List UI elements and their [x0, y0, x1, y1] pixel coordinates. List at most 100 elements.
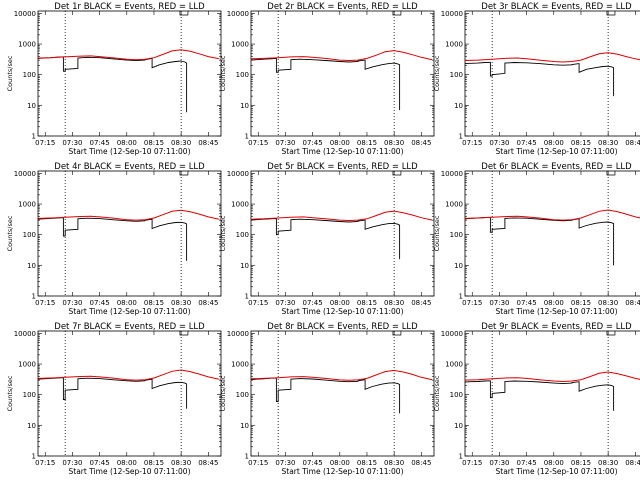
x-tick-label: 08:45: [625, 459, 640, 467]
saa-marker: [606, 331, 616, 336]
y-tick-label: 1000: [18, 361, 36, 369]
y-tick-label: 1: [245, 453, 249, 461]
saa-marker: [606, 11, 616, 16]
y-tick-label: 10000: [441, 170, 463, 178]
plot-frame: [464, 170, 640, 297]
x-tick-label: 07:45: [90, 459, 110, 467]
lld-series-line: [464, 52, 640, 63]
x-tick-label: 08:15: [357, 299, 377, 307]
x-tick-label: 07:15: [462, 139, 482, 147]
y-tick-label: 1000: [445, 201, 463, 209]
y-tick-label: 1: [245, 293, 249, 301]
panel-det-6: Det 6r BLACK = Events, RED = LLD 1 10 100 10…: [433, 162, 640, 316]
y-axis-label: Counts/sec: [433, 375, 441, 411]
panel-det-3: Det 3r BLACK = Events, RED = LLD 1 10 100 10…: [433, 2, 640, 156]
x-tick-label: 07:30: [62, 139, 82, 147]
panel-title: Det 2r BLACK = Events, RED = LLD: [267, 2, 418, 12]
x-tick-label: 08:30: [384, 139, 404, 147]
x-tick-label: 08:15: [571, 139, 591, 147]
y-tick-label: 1000: [445, 361, 463, 369]
panel-det-4: Det 4r BLACK = Events, RED = LLD 1 10 100 10…: [6, 162, 222, 316]
x-tick-label: 08:15: [357, 139, 377, 147]
panel-title: Det 6r BLACK = Events, RED = LLD: [481, 162, 632, 172]
y-tick-label: 1000: [231, 361, 249, 369]
x-tick-label: 08:45: [625, 139, 640, 147]
x-tick-label: 07:15: [248, 139, 268, 147]
x-tick-label: 08:45: [625, 299, 640, 307]
x-tick-label: 08:45: [198, 459, 218, 467]
x-tick-label: 08:00: [117, 299, 137, 307]
panel-det-8: Det 8r BLACK = Events, RED = LLD 1 10 100 10…: [219, 322, 435, 476]
x-tick-label: 08:45: [411, 299, 431, 307]
y-axis-label: Counts/sec: [433, 55, 441, 91]
x-tick-label: 08:30: [171, 459, 191, 467]
x-axis-label: Start Time (12-Sep-10 07:11:00): [282, 307, 404, 316]
lld-series-line: [37, 209, 220, 221]
y-tick-label: 100: [450, 391, 463, 399]
y-tick-label: 100: [23, 71, 36, 79]
y-tick-label: 10000: [227, 330, 249, 338]
x-axis-label: Start Time (12-Sep-10 07:11:00): [69, 467, 191, 476]
x-tick-label: 08:15: [144, 459, 164, 467]
x-tick-label: 07:15: [35, 299, 55, 307]
x-tick-label: 07:15: [462, 459, 482, 467]
events-series-line: [37, 56, 188, 113]
x-tick-label: 07:15: [248, 299, 268, 307]
panel-det-1: Det 1r BLACK = Events, RED = LLD 1 10 100 10…: [6, 2, 222, 156]
x-axis-label: Start Time (12-Sep-10 07:11:00): [69, 307, 191, 316]
y-tick-label: 1: [32, 133, 36, 141]
x-tick-label: 08:15: [571, 459, 591, 467]
plot-frame: [464, 10, 640, 137]
x-tick-label: 07:30: [489, 299, 509, 307]
x-tick-label: 07:30: [275, 459, 295, 467]
x-tick-label: 07:30: [62, 299, 82, 307]
saa-marker: [392, 171, 402, 176]
events-series-line: [250, 218, 401, 260]
y-tick-label: 1000: [231, 201, 249, 209]
y-tick-label: 100: [23, 391, 36, 399]
panel-title: Det 4r BLACK = Events, RED = LLD: [54, 162, 205, 172]
y-tick-label: 1000: [445, 41, 463, 49]
x-axis-label: Start Time (12-Sep-10 07:11:00): [496, 467, 618, 476]
x-tick-label: 08:00: [117, 139, 137, 147]
y-tick-label: 10: [27, 422, 36, 430]
y-tick-label: 1000: [231, 41, 249, 49]
y-tick-label: 1: [245, 133, 249, 141]
x-tick-label: 08:00: [544, 139, 564, 147]
y-tick-label: 1: [32, 453, 36, 461]
x-tick-label: 07:15: [248, 459, 268, 467]
y-tick-label: 10: [27, 102, 36, 110]
plot-frame: [250, 330, 435, 457]
lld-series-line: [37, 369, 220, 381]
saa-marker: [606, 171, 616, 176]
x-tick-label: 07:30: [489, 459, 509, 467]
x-axis-label: Start Time (12-Sep-10 07:11:00): [496, 307, 618, 316]
x-tick-label: 08:00: [117, 459, 137, 467]
x-tick-label: 08:00: [330, 139, 350, 147]
lld-series-line: [250, 369, 433, 381]
y-axis-label: Counts/sec: [219, 375, 227, 411]
x-tick-label: 07:30: [275, 139, 295, 147]
y-tick-label: 10000: [14, 10, 36, 18]
saa-marker: [179, 11, 189, 16]
y-tick-label: 10000: [227, 10, 249, 18]
plot-frame: [37, 10, 222, 137]
y-tick-label: 10000: [14, 170, 36, 178]
x-tick-label: 07:15: [35, 459, 55, 467]
x-tick-label: 07:45: [303, 299, 323, 307]
x-tick-label: 08:30: [598, 299, 618, 307]
y-tick-label: 10: [454, 422, 463, 430]
panel-title: Det 3r BLACK = Events, RED = LLD: [481, 2, 632, 12]
plot-frame: [464, 330, 640, 457]
x-tick-label: 07:30: [489, 139, 509, 147]
lld-series-line: [37, 49, 220, 61]
y-tick-label: 10000: [227, 170, 249, 178]
y-tick-label: 10: [240, 262, 249, 270]
x-tick-label: 08:30: [171, 139, 191, 147]
x-tick-label: 07:15: [462, 299, 482, 307]
x-axis-label: Start Time (12-Sep-10 07:11:00): [282, 147, 404, 156]
y-tick-label: 100: [23, 231, 36, 239]
x-tick-label: 08:00: [544, 299, 564, 307]
y-tick-label: 10000: [441, 330, 463, 338]
